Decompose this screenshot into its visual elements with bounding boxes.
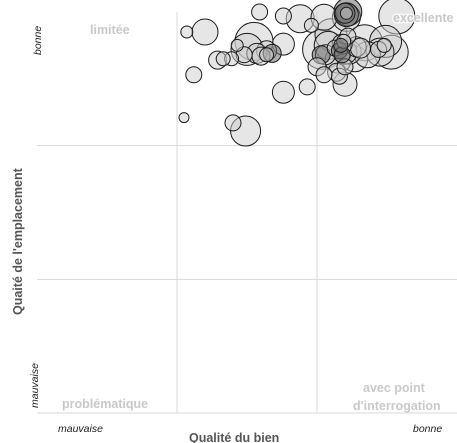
x-axis-title: Qualité du bien bbox=[189, 431, 279, 443]
data-bubble bbox=[251, 3, 269, 21]
grid bbox=[37, 12, 457, 414]
quadrant-label-bottom-right-line1: avec point bbox=[363, 381, 426, 395]
data-bubble bbox=[298, 78, 316, 96]
x-tick-low: mauvaise bbox=[58, 423, 103, 435]
y-tick-high: bonne bbox=[32, 26, 44, 55]
data-bubble bbox=[274, 7, 292, 25]
quadrant-label-top-right: excellente bbox=[393, 11, 454, 25]
data-bubble bbox=[178, 112, 190, 124]
data-bubble bbox=[376, 37, 392, 53]
x-tick-high: bonne bbox=[413, 423, 442, 435]
data-bubble bbox=[230, 38, 244, 52]
bubble-layer bbox=[178, 0, 416, 147]
data-bubble bbox=[315, 66, 333, 84]
data-bubble bbox=[339, 6, 353, 20]
data-bubble bbox=[191, 18, 219, 46]
data-bubble bbox=[303, 17, 319, 33]
data-bubble bbox=[215, 51, 231, 67]
data-bubble bbox=[185, 66, 203, 84]
quadrant-label-top-left: limitée bbox=[90, 23, 130, 37]
y-axis-title: Quaité de l'emplacement bbox=[11, 167, 25, 315]
data-bubble bbox=[271, 80, 295, 104]
data-bubble bbox=[259, 47, 275, 63]
data-bubble bbox=[333, 37, 349, 53]
data-bubble bbox=[180, 25, 194, 39]
y-tick-low: mauvaise bbox=[29, 363, 41, 408]
quadrant-label-bottom-right-line2: d'interrogation bbox=[353, 399, 441, 413]
data-bubble bbox=[224, 114, 242, 132]
quadrant-label-bottom-left: problématique bbox=[62, 397, 148, 411]
